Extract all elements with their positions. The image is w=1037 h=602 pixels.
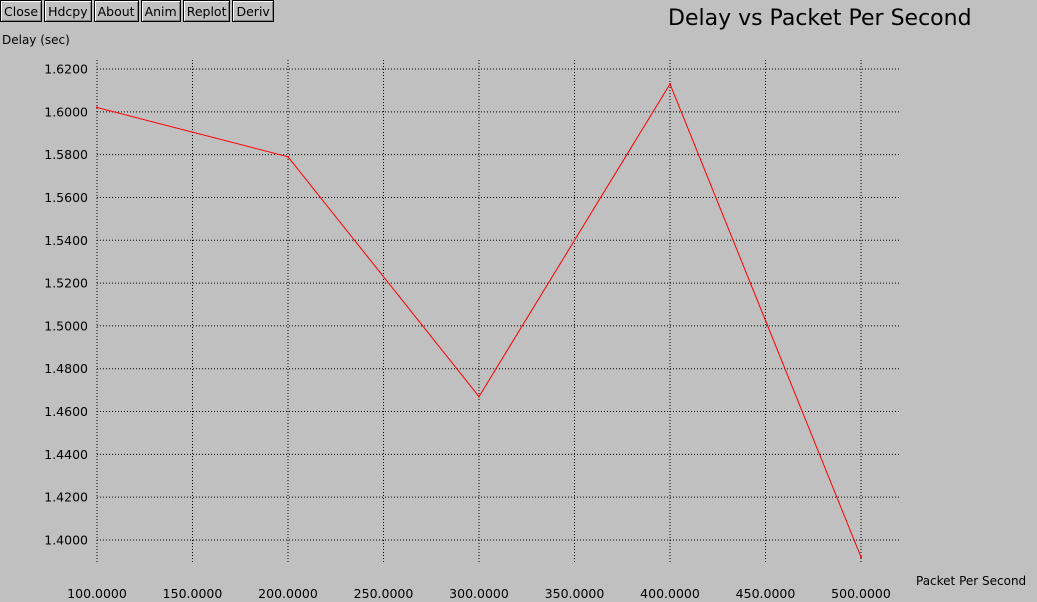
x-tick-label: 450.0000 — [736, 586, 796, 601]
x-tick-label: 250.0000 — [354, 586, 414, 601]
data-point — [669, 82, 671, 85]
y-tick-label: 1.6200 — [44, 62, 88, 77]
data-point — [96, 106, 98, 109]
y-tick-label: 1.5800 — [44, 147, 88, 162]
x-tick-label: 500.0000 — [831, 586, 891, 601]
y-tick-label: 1.5000 — [44, 318, 88, 333]
x-tick-label: 200.0000 — [258, 586, 318, 601]
toolbar: Close Hdcpy About Anim Replot Deriv — [0, 0, 276, 22]
data-point — [478, 395, 480, 398]
x-axis-label: Packet Per Second — [916, 574, 1027, 588]
data-point — [860, 556, 862, 559]
chart-title: Delay vs Packet Per Second — [668, 6, 972, 31]
replot-button[interactable]: Replot — [182, 0, 231, 22]
close-button[interactable]: Close — [0, 0, 43, 22]
y-tick-label: 1.4800 — [44, 361, 88, 376]
x-tick-label: 100.0000 — [67, 586, 127, 601]
about-button[interactable]: About — [93, 0, 139, 22]
y-tick-label: 1.4600 — [44, 404, 88, 419]
y-tick-label: 1.4200 — [44, 490, 88, 505]
derivative-button[interactable]: Deriv — [232, 0, 274, 22]
y-tick-label: 1.4400 — [44, 447, 88, 462]
data-point — [287, 155, 289, 158]
hardcopy-button[interactable]: Hdcpy — [44, 0, 92, 22]
x-tick-label: 350.0000 — [545, 586, 605, 601]
x-tick-label: 400.0000 — [640, 586, 700, 601]
animate-button[interactable]: Anim — [140, 0, 181, 22]
y-tick-label: 1.5200 — [44, 276, 88, 291]
x-tick-label: 150.0000 — [163, 586, 223, 601]
y-axis-label: Delay (sec) — [2, 33, 70, 47]
x-tick-label: 300.0000 — [449, 586, 509, 601]
y-tick-label: 1.5400 — [44, 233, 88, 248]
y-tick-label: 1.5600 — [44, 190, 88, 205]
y-tick-label: 1.4000 — [44, 533, 88, 548]
y-tick-label: 1.6000 — [44, 104, 88, 119]
